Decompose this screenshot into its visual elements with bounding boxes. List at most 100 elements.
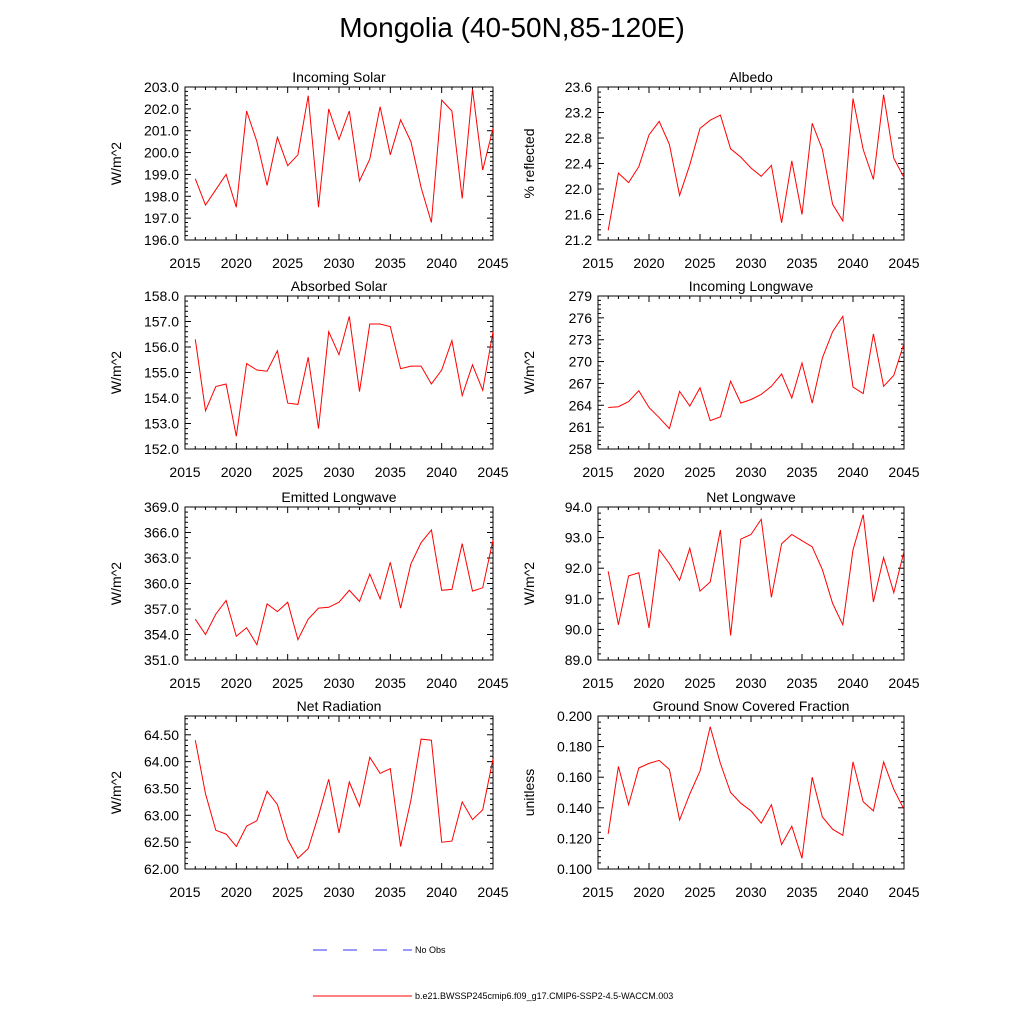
x-tick-label: 2020 [633, 464, 664, 480]
x-tick-label: 2035 [786, 675, 817, 691]
y-axis-label: W/m^2 [521, 351, 537, 394]
y-tick-label: 22.4 [565, 156, 592, 172]
y-tick-label: 363.0 [144, 550, 179, 566]
y-tick-label: 197.0 [144, 210, 179, 226]
y-tick-label: 92.0 [565, 560, 592, 576]
x-tick-label: 2025 [272, 464, 303, 480]
x-tick-label: 2025 [684, 464, 715, 480]
x-tick-label: 2015 [169, 255, 200, 271]
y-tick-label: 158.0 [144, 288, 179, 304]
y-axis-label: W/m^2 [108, 142, 124, 185]
x-tick-label: 2025 [684, 255, 715, 271]
x-tick-label: 2020 [633, 255, 664, 271]
series-line [607, 94, 905, 231]
x-tick-label: 2030 [323, 675, 354, 691]
series-line [607, 726, 905, 859]
panel-title: Incoming Solar [292, 69, 386, 85]
plot-frame [184, 295, 494, 450]
x-tick-label: 2035 [375, 675, 406, 691]
x-tick-label: 2020 [633, 884, 664, 900]
y-tick-label: 63.00 [144, 807, 179, 823]
x-tick-label: 2035 [375, 464, 406, 480]
y-tick-label: 270 [569, 354, 593, 370]
y-tick-label: 0.180 [557, 739, 592, 755]
panel-albedo: Albedo % reflected 2015 2020 2025 2030 2035 204… [521, 69, 920, 271]
y-tick-label: 366.0 [144, 525, 179, 541]
x-tick-label: 2040 [426, 255, 457, 271]
y-tick-label: 94.0 [565, 499, 592, 515]
plot-frame [184, 506, 494, 661]
plot-frame [597, 506, 905, 661]
series-line [194, 89, 494, 223]
panel-title: Ground Snow Covered Fraction [653, 698, 850, 714]
x-tick-label: 2025 [684, 675, 715, 691]
x-tick-label: 2035 [786, 255, 817, 271]
x-tick-label: 2040 [837, 464, 868, 480]
y-tick-label: 196.0 [144, 232, 179, 248]
x-tick-label: 2040 [426, 884, 457, 900]
y-tick-label: 154.0 [144, 390, 179, 406]
y-axis-label: W/m^2 [108, 562, 124, 605]
x-tick-label: 2025 [272, 675, 303, 691]
y-axis-label: W/m^2 [108, 771, 124, 814]
panel-title: Albedo [729, 69, 773, 85]
x-tick-label: 2045 [477, 884, 508, 900]
x-tick-label: 2045 [477, 464, 508, 480]
y-tick-label: 0.200 [557, 708, 592, 724]
y-tick-label: 62.50 [144, 834, 179, 850]
panel-absorbed-solar: Absorbed Solar W/m^2 2015 2020 2025 2030 2035 2… [108, 278, 509, 480]
x-tick-label: 2045 [477, 255, 508, 271]
x-tick-label: 2015 [582, 884, 613, 900]
x-tick-label: 2035 [786, 884, 817, 900]
y-tick-label: 64.50 [144, 727, 179, 743]
y-tick-label: 153.0 [144, 416, 179, 432]
x-tick-label: 2020 [221, 464, 252, 480]
x-tick-label: 2015 [582, 675, 613, 691]
x-tick-label: 2025 [272, 884, 303, 900]
x-tick-label: 2045 [888, 884, 919, 900]
x-tick-label: 2030 [735, 675, 766, 691]
y-tick-label: 201.0 [144, 123, 179, 139]
panel-title: Net Radiation [297, 698, 382, 714]
y-tick-label: 198.0 [144, 188, 179, 204]
y-tick-label: 0.100 [557, 861, 592, 877]
y-tick-label: 89.0 [565, 652, 592, 668]
panel-title: Net Longwave [706, 489, 796, 505]
x-tick-label: 2015 [169, 884, 200, 900]
x-tick-label: 2015 [169, 675, 200, 691]
y-tick-label: 357.0 [144, 601, 179, 617]
y-tick-label: 202.0 [144, 101, 179, 117]
x-tick-label: 2015 [169, 464, 200, 480]
y-tick-label: 261 [569, 419, 593, 435]
panel-title: Absorbed Solar [291, 278, 388, 294]
y-tick-label: 23.2 [565, 105, 592, 121]
x-tick-label: 2015 [582, 464, 613, 480]
y-tick-label: 91.0 [565, 591, 592, 607]
x-tick-label: 2030 [735, 464, 766, 480]
panel-net-radiation: Net Radiation W/m^2 2015 2020 2025 2030 2035 20… [108, 698, 509, 900]
y-axis-label: W/m^2 [108, 351, 124, 394]
panel-net-longwave: Net Longwave W/m^2 2015 2020 2025 2030 2035 204… [521, 489, 920, 691]
x-tick-label: 2030 [735, 255, 766, 271]
y-tick-label: 0.120 [557, 830, 592, 846]
x-tick-label: 2030 [323, 255, 354, 271]
x-tick-label: 2030 [735, 884, 766, 900]
series-line [607, 514, 905, 636]
y-tick-label: 0.160 [557, 769, 592, 785]
x-tick-label: 2045 [888, 255, 919, 271]
panel-ground-snow-covered-fraction: Ground Snow Covered Fraction unitless 2015… [521, 698, 920, 900]
y-tick-label: 369.0 [144, 499, 179, 515]
y-axis-label: % reflected [521, 128, 537, 198]
y-tick-label: 90.0 [565, 621, 592, 637]
y-tick-label: 155.0 [144, 365, 179, 381]
series-line [194, 738, 494, 860]
panel-title: Emitted Longwave [281, 489, 396, 505]
y-tick-label: 157.0 [144, 314, 179, 330]
x-tick-label: 2045 [888, 675, 919, 691]
x-tick-label: 2040 [426, 464, 457, 480]
y-tick-label: 360.0 [144, 576, 179, 592]
y-tick-label: 0.140 [557, 800, 592, 816]
y-tick-label: 258 [569, 441, 593, 457]
y-tick-label: 273 [569, 332, 593, 348]
y-tick-label: 21.2 [565, 232, 592, 248]
